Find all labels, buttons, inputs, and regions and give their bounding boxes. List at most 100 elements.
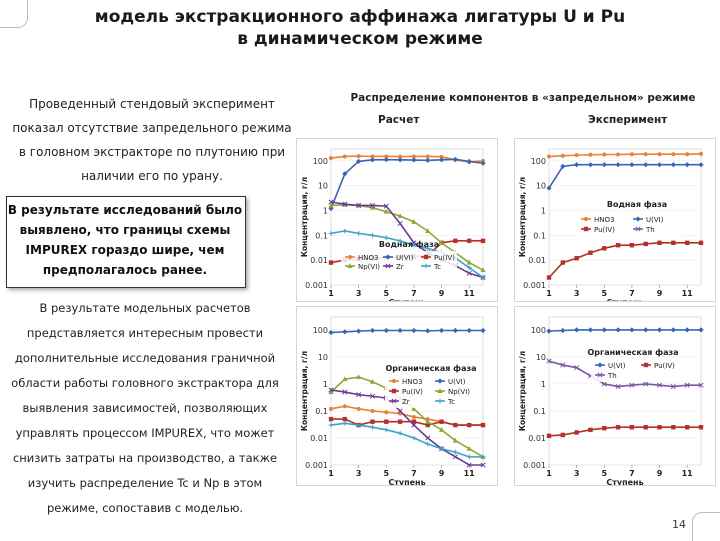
data-point	[657, 152, 662, 157]
label-calculation: Расчет	[378, 114, 420, 126]
phase-title: Водная фаза	[607, 200, 667, 209]
legend-bg	[577, 213, 683, 236]
data-point	[425, 157, 431, 163]
data-point	[560, 163, 566, 169]
legend-marker	[643, 362, 649, 368]
data-point	[560, 327, 566, 334]
y-tick-label: 0.001	[305, 281, 328, 290]
data-point	[356, 406, 361, 411]
data-point	[453, 238, 458, 244]
data-point	[411, 219, 417, 224]
data-point	[438, 240, 445, 245]
data-point	[643, 162, 649, 168]
data-point	[342, 376, 348, 382]
data-point	[383, 235, 389, 241]
highlight-box	[6, 196, 246, 288]
legend-marker	[635, 216, 641, 222]
data-point	[698, 327, 704, 333]
y-tick-label: 0.1	[533, 407, 546, 416]
data-point	[425, 422, 430, 428]
data-point	[438, 157, 445, 163]
legend-label: HNO3	[358, 254, 378, 262]
legend-marker	[597, 372, 603, 378]
data-point	[657, 240, 662, 246]
data-point	[643, 381, 649, 387]
data-point	[425, 435, 431, 441]
legend-label: U(VI)	[646, 216, 664, 224]
y-tick-label: 100	[313, 157, 328, 166]
y-tick-label: 0.01	[528, 256, 546, 265]
y-tick-label: 10	[318, 353, 328, 362]
x-tick-label: 7	[629, 289, 635, 298]
legend-marker	[385, 254, 391, 260]
legend-marker	[437, 398, 443, 404]
data-point	[452, 156, 458, 162]
x-tick-label: 9	[439, 469, 445, 478]
x-tick-label: 3	[574, 469, 580, 478]
x-tick-label: 1	[546, 289, 552, 298]
data-point	[466, 445, 472, 451]
data-point	[438, 327, 445, 334]
y-tick-label: 0.01	[310, 256, 328, 265]
data-point	[698, 240, 704, 246]
plot-frame	[548, 316, 702, 466]
data-point	[328, 202, 334, 208]
legend-marker	[583, 226, 589, 232]
legend-label: Np(VI)	[358, 263, 380, 271]
corner-decoration-top-left	[0, 0, 28, 28]
data-point	[383, 157, 389, 163]
data-point	[370, 154, 375, 159]
legend-marker	[391, 388, 397, 394]
data-point	[480, 327, 486, 334]
data-point	[398, 154, 403, 159]
legend-bg	[385, 375, 479, 408]
x-tick-label: 5	[383, 289, 389, 298]
data-point	[480, 422, 486, 428]
slide-title-line1: модель экстракционного аффинажа лигатуры…	[94, 7, 626, 27]
data-point	[466, 270, 472, 276]
series-puiv	[546, 425, 704, 439]
data-point	[588, 152, 593, 157]
legend-label: Tc	[447, 398, 455, 406]
legend-label: U(VI)	[448, 378, 466, 386]
data-point	[547, 154, 551, 159]
data-point	[657, 425, 662, 430]
data-point	[356, 392, 362, 398]
data-point	[698, 162, 704, 168]
data-point	[411, 406, 417, 411]
data-point	[384, 154, 389, 159]
data-point	[411, 422, 417, 428]
data-point	[342, 404, 347, 409]
legend: HNO3 U(VI) Pu(IV) Th	[577, 213, 683, 236]
legend-label: HNO3	[594, 216, 614, 224]
legend-label: Zr	[396, 263, 404, 271]
phase-title: Органическая фаза	[587, 348, 678, 357]
y-tick-label: 10	[536, 353, 546, 362]
phase-title: Органическая фаза	[385, 364, 476, 373]
data-point	[480, 238, 486, 244]
data-point	[587, 327, 594, 333]
data-point	[574, 327, 580, 333]
y-tick-label: 0.001	[523, 281, 546, 290]
data-point	[397, 213, 403, 219]
legend-marker	[385, 263, 391, 269]
data-point	[425, 441, 431, 447]
y-tick-label: 0.1	[315, 407, 328, 416]
data-point	[397, 408, 403, 414]
data-point	[370, 232, 375, 238]
x-tick-label: 3	[356, 289, 362, 298]
x-tick-label: 7	[411, 469, 417, 478]
data-point	[356, 374, 362, 380]
legend-marker	[423, 263, 429, 269]
legend-label: Zr	[402, 398, 410, 406]
legend: U(VI) Pu(IV) Th	[591, 359, 685, 382]
series-line	[330, 201, 484, 279]
data-point	[342, 389, 348, 395]
data-point	[560, 432, 566, 438]
x-tick-label: 9	[657, 469, 663, 478]
x-tick-label: 3	[574, 289, 580, 298]
data-point	[411, 154, 416, 159]
y-axis-label: Концентрация, г/л	[300, 177, 309, 257]
